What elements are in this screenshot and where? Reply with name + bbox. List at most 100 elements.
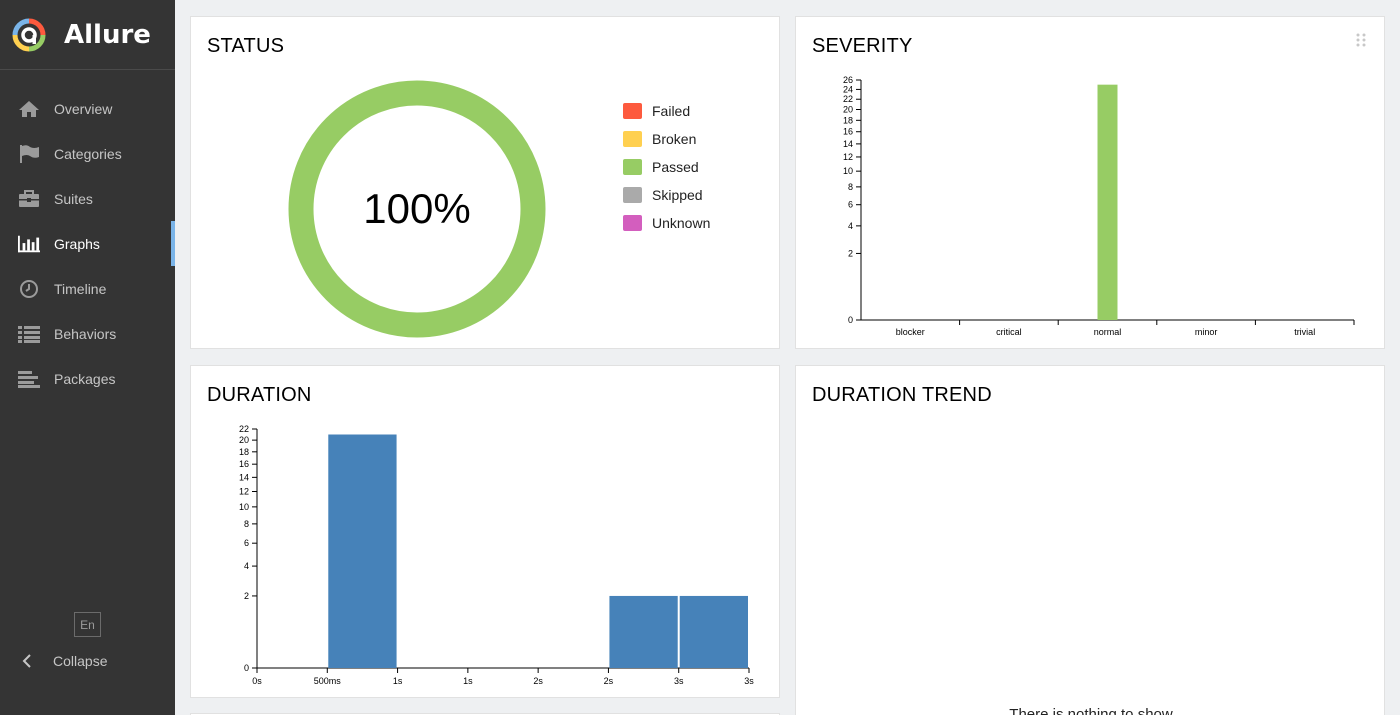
allure-logo-icon [12,18,46,52]
legend-item-unknown[interactable]: Unknown [623,209,710,237]
legend-label: Unknown [652,215,711,231]
sidebar-item-label: Categories [54,145,122,162]
empty-state-message: There is nothing to show [1009,706,1173,715]
bar-chart-icon [18,234,40,254]
x-tick-label: critical [996,327,1022,337]
y-tick-label: 0 [848,315,853,325]
x-tick-label: minor [1195,327,1218,337]
home-icon [18,99,40,119]
histogram-bar-2 [679,595,748,668]
y-tick-label: 8 [848,182,853,192]
y-tick-label: 20 [239,435,249,445]
y-tick-label: 24 [843,84,853,94]
align-left-icon [18,369,40,389]
x-tick-label: 3s [674,676,684,686]
legend-item-broken[interactable]: Broken [623,125,710,153]
sidebar-item-categories[interactable]: Categories [0,131,175,176]
x-tick-label: normal [1094,327,1122,337]
duration-trend-widget: DURATION TREND There is nothing to show [795,365,1385,715]
legend-label: Passed [652,159,699,175]
y-tick-label: 20 [843,105,853,115]
legend-swatch [623,159,642,175]
y-tick-label: 14 [239,472,249,482]
app-name: Allure [64,20,151,50]
y-tick-label: 12 [843,152,853,162]
x-tick-label: 500ms [314,676,342,686]
drag-handle-icon[interactable] [1356,33,1366,47]
language-switch[interactable]: En [74,612,101,637]
y-tick-label: 14 [843,139,853,149]
y-tick-label: 2 [244,591,249,601]
widget-title: DURATION [207,384,312,406]
legend-label: Failed [652,103,691,119]
status-donut-chart: 100% [287,79,547,339]
sidebar-item-overview[interactable]: Overview [0,86,175,131]
histogram-bar-1 [609,595,678,668]
sidebar: Allure Overview Categories Suites Graphs… [0,0,175,715]
sidebar-item-label: Overview [54,100,113,117]
legend-item-skipped[interactable]: Skipped [623,181,710,209]
brand[interactable]: Allure [0,0,175,70]
x-tick-label: 2s [604,676,614,686]
y-tick-label: 0 [244,663,249,673]
y-tick-label: 4 [244,561,249,571]
widget-title: DURATION TREND [812,384,992,406]
y-tick-label: 4 [848,221,853,231]
widget-title: SEVERITY [812,35,913,57]
y-tick-label: 2 [848,248,853,258]
x-tick-label: 1s [463,676,473,686]
y-tick-label: 6 [848,200,853,210]
x-tick-label: 3s [744,676,754,686]
clock-icon [18,279,40,299]
flag-icon [18,144,40,164]
status-legend: Failed Broken Passed Skipped Unknown [623,97,710,237]
x-tick-label: trivial [1294,327,1315,337]
y-tick-label: 16 [843,127,853,137]
sidebar-item-label: Packages [54,370,116,387]
next-widget [190,713,780,715]
sidebar-item-label: Behaviors [54,325,117,342]
widget-title: STATUS [207,35,285,57]
legend-item-passed[interactable]: Passed [623,153,710,181]
x-tick-label: 1s [393,676,403,686]
duration-widget: DURATION 0 2 4 6 8 10 12 14 16 18 20 22 0s 500ms 1s 1s 2… [190,365,780,698]
y-tick-label: 18 [843,115,853,125]
sidebar-item-behaviors[interactable]: Behaviors [0,311,175,356]
donut-segment-passed[interactable] [288,80,546,338]
x-tick-label: 2s [533,676,543,686]
bar-normal [1097,84,1118,320]
legend-swatch [623,131,642,147]
x-tick-label: blocker [896,327,925,337]
y-tick-label: 22 [239,424,249,434]
chevron-left-icon [22,654,36,668]
sidebar-item-packages[interactable]: Packages [0,356,175,401]
sidebar-item-graphs[interactable]: Graphs [0,221,175,266]
sidebar-item-label: Timeline [54,280,107,297]
histogram-bar-0 [328,434,397,668]
collapse-label: Collapse [53,653,108,669]
y-tick-label: 22 [843,94,853,104]
collapse-button[interactable]: Collapse [0,640,175,682]
y-tick-label: 10 [239,502,249,512]
y-tick-label: 16 [239,459,249,469]
y-tick-label: 12 [239,486,249,496]
y-tick-label: 26 [843,75,853,85]
list-icon [18,324,40,344]
x-tick-label: 0s [252,676,262,686]
legend-swatch [623,187,642,203]
legend-swatch [623,215,642,231]
sidebar-item-suites[interactable]: Suites [0,176,175,221]
y-tick-label: 18 [239,447,249,457]
status-widget: STATUS 100% Failed Broken Passed Skipped… [190,16,780,349]
y-tick-label: 6 [244,538,249,548]
legend-item-failed[interactable]: Failed [623,97,710,125]
legend-swatch [623,103,642,119]
y-tick-label: 10 [843,166,853,176]
briefcase-icon [18,189,40,209]
y-tick-label: 8 [244,519,249,529]
sidebar-item-label: Graphs [54,235,100,252]
sidebar-item-timeline[interactable]: Timeline [0,266,175,311]
severity-widget: SEVERITY 0 2 4 6 8 10 12 14 16 18 20 22 24 26 blocker c… [795,16,1385,349]
legend-label: Broken [652,131,697,147]
